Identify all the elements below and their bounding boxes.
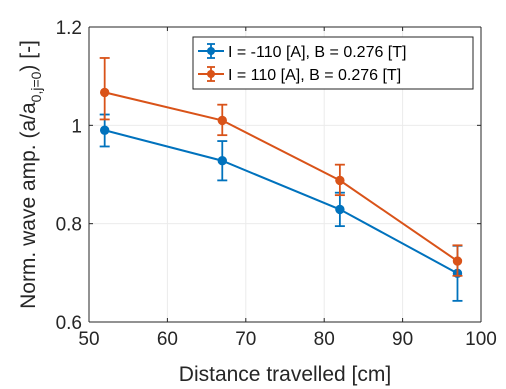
y-axis-label: Norm. wave amp. (a/a0,j=0) [-] [17, 40, 44, 309]
y-axis-label-tail: ) [-] [17, 40, 40, 72]
legend-marker [207, 47, 215, 55]
x-tick-label: 60 [157, 329, 178, 350]
series-layer [99, 57, 463, 302]
series-line [104, 129, 458, 275]
y-axis-label-subscript: 0,j=0 [28, 71, 44, 102]
legend-label: I = 110 [A], B = 0.276 [T] [228, 67, 401, 84]
y-tick-label: 0.6 [56, 313, 82, 334]
x-tick-label: 100 [465, 329, 497, 350]
data-point [99, 87, 110, 98]
x-tick-label: 70 [235, 329, 256, 350]
y-tick-label: 1 [71, 116, 82, 137]
data-point [335, 204, 345, 215]
x-tick-label: 50 [78, 329, 99, 350]
data-point [452, 256, 463, 266]
legend-box [192, 36, 474, 90]
y-tick-label: 1.2 [56, 18, 82, 39]
series-line [104, 91, 459, 262]
x-axis-label: Distance travelled [cm] [179, 363, 391, 386]
series-1 [99, 113, 463, 302]
legend-entry-1: I = -110 [A], B = 0.276 [T] [198, 43, 406, 61]
data-point [217, 156, 227, 166]
legend: I = -110 [A], B = 0.276 [T] I = 110 [A], … [192, 36, 474, 90]
legend-marker [207, 70, 215, 78]
data-point [217, 115, 227, 126]
data-point [99, 125, 110, 135]
x-tick-label: 80 [314, 329, 335, 350]
legend-entry-2: I = 110 [A], B = 0.276 [T] [198, 66, 401, 84]
legend-label: I = -110 [A], B = 0.276 [T] [228, 44, 406, 61]
x-tick-label: 90 [392, 329, 413, 350]
axes: 50 60 70 80 90 100 0.6 0.8 1 1.2 [56, 18, 497, 350]
series-2 [99, 57, 463, 277]
y-tick-label: 0.8 [56, 215, 82, 236]
data-point [335, 175, 345, 186]
y-axis-label-main: Norm. wave amp. (a/a [17, 102, 40, 309]
